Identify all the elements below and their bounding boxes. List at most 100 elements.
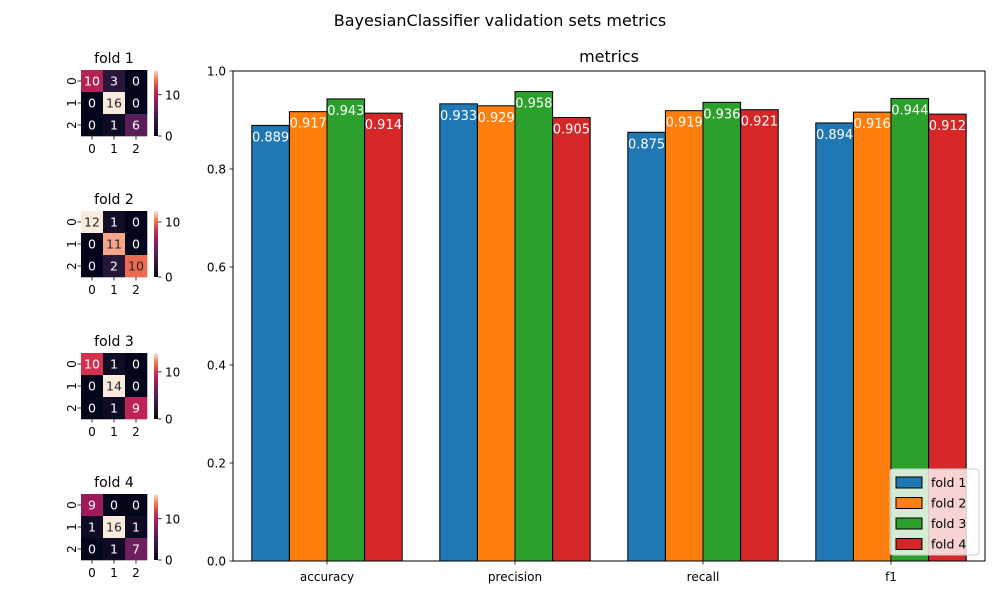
- series-fold-3: 0.943 0.958 0.936 0.944: [326, 91, 930, 562]
- heatmap-cell-label: 0: [132, 498, 140, 513]
- heatmap-x-tick-label: 0: [88, 142, 96, 156]
- heatmap-cell-label: 10: [128, 259, 144, 274]
- heatmap-cell: [103, 233, 126, 256]
- heatmap-cell: [103, 211, 126, 234]
- heatmap-cell: [125, 516, 148, 539]
- x-tick-label: recall: [687, 570, 720, 584]
- heatmap-cell: [103, 516, 126, 539]
- heatmap-cell: [125, 92, 148, 115]
- heatmap-cell: [103, 114, 126, 137]
- bar: [702, 101, 742, 562]
- heatmap-cell-label: 7: [132, 542, 140, 557]
- bar: [664, 110, 704, 562]
- legend-swatch: [895, 517, 923, 530]
- colorbar-tick-label: 0: [165, 271, 173, 285]
- legend-swatch: [895, 476, 923, 489]
- colorbar-tick-label: 0: [165, 413, 173, 427]
- heatmap-cell-label: 0: [132, 379, 140, 394]
- bar: [326, 98, 366, 562]
- heatmap-x-tick-label: 1: [110, 566, 118, 580]
- heatmap-cell-label: 0: [132, 215, 140, 230]
- heatmap-cell: [103, 397, 126, 420]
- heatmap-title: fold 2: [94, 192, 134, 208]
- heatmap-x-tick-label: 1: [110, 425, 118, 439]
- heatmap-cell: [103, 353, 126, 376]
- heatmap-cell-label: 16: [106, 96, 122, 111]
- bar: [815, 122, 854, 562]
- bar-data-label: 0.943: [327, 104, 364, 119]
- colorbar: [154, 211, 158, 277]
- heatmap-y-tick-label: 2: [65, 404, 79, 412]
- heatmap-cell-label: 1: [110, 215, 118, 230]
- heatmap-cell-label: 0: [88, 118, 96, 133]
- heatmap-cell: [103, 255, 126, 278]
- heatmap-cell-label: 9: [132, 401, 140, 416]
- bar: [439, 103, 478, 562]
- bar-data-label: 0.917: [290, 117, 327, 132]
- bar-data-label: 0.916: [854, 117, 891, 132]
- legend-box: [889, 468, 980, 556]
- y-tick-label: 1.0: [207, 65, 226, 79]
- heatmap-cell-label: 0: [88, 542, 96, 557]
- bar-data-label: 0.889: [252, 130, 289, 145]
- heatmap-y-tick-label: 1: [65, 523, 79, 531]
- heatmap-cell-label: 11: [106, 237, 122, 252]
- y-tick-label: 0.4: [207, 359, 226, 373]
- bar: [627, 131, 666, 562]
- legend: fold 1 fold 2 fold 3 fold 4: [889, 468, 980, 556]
- heatmap-x-tick-label: 0: [88, 425, 96, 439]
- heatmap-cell: [81, 255, 104, 278]
- legend-label: fold 3: [931, 516, 966, 531]
- heatmap-y-tick-label: 1: [65, 240, 79, 248]
- bar: [514, 91, 554, 562]
- heatmap-x-tick-label: 1: [110, 142, 118, 156]
- bar-data-label: 0.929: [478, 111, 515, 126]
- heatmap-cell-label: 16: [106, 520, 122, 535]
- heatmap-x-tick-label: 0: [88, 566, 96, 580]
- colorbar: [154, 353, 158, 419]
- colorbar-tick-label: 10: [165, 512, 180, 526]
- bar-data-label: 0.905: [553, 123, 590, 138]
- heatmap-cell: [81, 516, 104, 539]
- heatmap-y-tick-label: 1: [65, 99, 79, 107]
- legend-label: fold 4: [931, 537, 966, 552]
- series-fold-1: 0.889 0.933 0.875 0.894: [251, 103, 854, 562]
- heatmap-cell-label: 0: [132, 237, 140, 252]
- heatmap-cell-label: 1: [132, 520, 140, 535]
- bar: [288, 111, 328, 562]
- heatmap-cell-label: 1: [110, 357, 118, 372]
- heatmap-y-tick-label: 0: [65, 501, 79, 509]
- series-fold-4: 0.914 0.905 0.921 0.912: [364, 109, 967, 562]
- legend-label: fold 2: [931, 496, 966, 511]
- heatmap-cell: [81, 211, 104, 234]
- heatmap-cell-label: 2: [110, 259, 118, 274]
- bar-data-label: 0.958: [515, 97, 552, 112]
- heatmap-cell: [125, 211, 148, 234]
- heatmap-cell-label: 9: [88, 498, 96, 513]
- heatmap-cell: [103, 92, 126, 115]
- heatmap-cell: [125, 114, 148, 137]
- heatmap-cell: [103, 538, 126, 561]
- bar-data-label: 0.936: [703, 107, 740, 122]
- bar-data-label: 0.933: [440, 109, 477, 124]
- colorbar-tick-label: 0: [165, 130, 173, 144]
- bar: [852, 111, 892, 562]
- heatmap-cell: [125, 538, 148, 561]
- bar: [476, 105, 516, 562]
- colorbar-tick-label: 10: [165, 365, 180, 379]
- y-tick-label: 0.0: [207, 555, 226, 569]
- heatmap-cell: [125, 233, 148, 256]
- heatmap-cell: [81, 397, 104, 420]
- x-tick-label: f1: [885, 570, 897, 584]
- bar: [364, 112, 403, 562]
- heatmap-cell-label: 1: [110, 401, 118, 416]
- heatmap-cell: [125, 353, 148, 376]
- heatmap-cell: [81, 494, 104, 517]
- heatmap-cell-label: 12: [84, 215, 100, 230]
- axes-frame: [232, 70, 986, 562]
